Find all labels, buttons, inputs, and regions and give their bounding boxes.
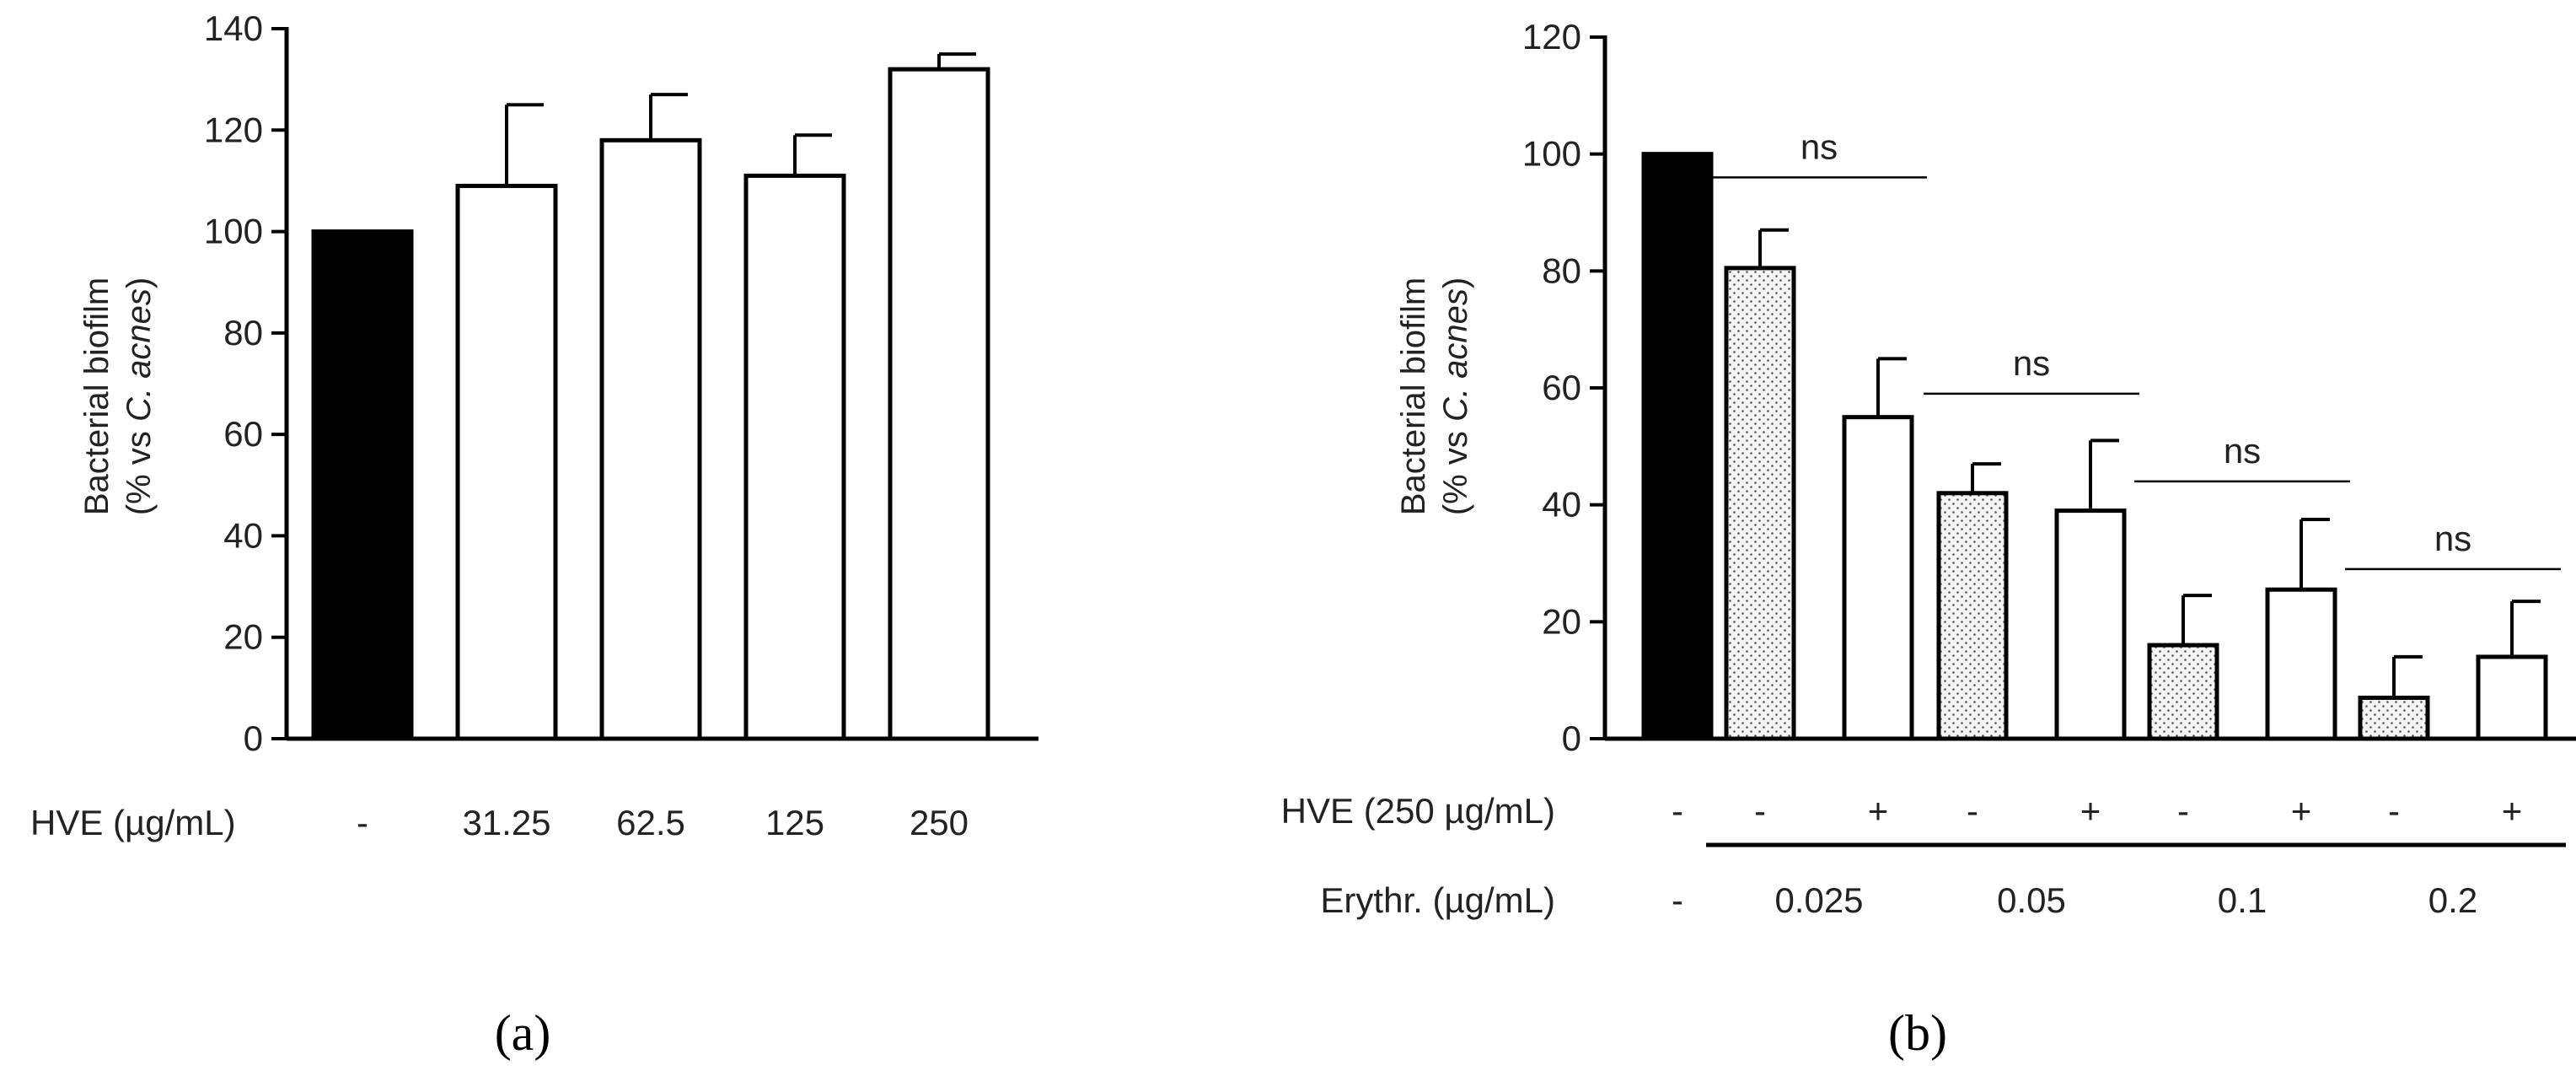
panel-a-x-labels: HVE (µg/mL) - 31.25 62.5 125 250 — [30, 803, 969, 842]
panel-b-label: (b) — [1888, 1005, 1947, 1061]
panel-b-y-tick-label: 100 — [1522, 134, 1581, 174]
panel-b-erythr-label: 0.025 — [1774, 880, 1863, 920]
panel-b-y-axis-label-line2: (% vs C. acnes) — [1437, 277, 1474, 515]
panel-a-y-tick-label: 0 — [244, 718, 263, 758]
panel-b-y-tick-label: 0 — [1562, 718, 1581, 758]
panel-b-bar — [2476, 654, 2548, 741]
panel-b-hve-sign: - — [2388, 791, 2400, 831]
panel-a-bar — [455, 183, 558, 741]
panel-b-bar — [2054, 508, 2127, 741]
panel-b-chart: Bacterial biofilm (% vs C. acnes) 0 20 40 6… — [1281, 17, 2576, 1061]
panel-a-chart: Bacterial biofilm (% vs C. acnes) 0 20 40 6… — [30, 8, 1038, 1061]
panel-a-bar — [888, 67, 990, 741]
panel-b-hve-sign: - — [2177, 791, 2189, 831]
panel-b-bar — [2265, 587, 2337, 741]
panel-b-bar — [1842, 415, 1914, 741]
panel-b-bar — [1936, 491, 2009, 741]
panel-b-ns-label: ns — [1801, 126, 1838, 166]
panel-a-hve-row-label: HVE (µg/mL) — [30, 803, 236, 842]
panel-a-y-tick-label: 80 — [223, 313, 263, 352]
panel-a-y-tick-label: 40 — [223, 515, 263, 555]
panel-a-bars — [311, 52, 990, 741]
panel-b-hve-sign: + — [1868, 791, 1889, 831]
panel-a-category-label: 62.5 — [616, 803, 685, 842]
panel-a-bar — [311, 229, 414, 741]
panel-a-y-axis-label-line1: Bacterial biofilm — [78, 277, 115, 515]
panel-a-category-label: - — [357, 803, 368, 842]
panel-b-annotations: ns ns ns ns — [1711, 126, 2561, 571]
panel-b-ns-label: ns — [2434, 519, 2471, 558]
panel-b-y-tick-label: 120 — [1522, 17, 1581, 56]
panel-a-category-label: 250 — [910, 803, 969, 842]
panel-a-y-axis-label: Bacterial biofilm (% vs C. acnes) — [78, 277, 158, 515]
panel-b-ns-label: ns — [2013, 343, 2050, 383]
panel-a-y-axis-label-line2: (% vs C. acnes) — [121, 277, 158, 515]
panel-b-y-axis-label-line1: Bacterial biofilm — [1395, 277, 1432, 515]
panel-b-y-tick-label: 80 — [1542, 250, 1581, 290]
panel-a-y-tick-label: 100 — [204, 212, 263, 251]
panel-a-label: (a) — [495, 1005, 551, 1061]
panel-b-bar — [1641, 152, 1714, 741]
panel-a-y-tick-label: 140 — [204, 8, 263, 48]
panel-b-erythr-label: 0.05 — [1997, 880, 2066, 920]
panel-b-hve-sign: - — [1672, 791, 1683, 831]
panel-a-y-tick-label: 120 — [204, 110, 263, 149]
panel-a-bar — [743, 173, 846, 741]
panel-a-y-tick-label: 60 — [223, 414, 263, 454]
panel-b-hve-sign: + — [2502, 791, 2523, 831]
panel-b-erythr-label: 0.2 — [2428, 880, 2477, 920]
panel-b-y-axis-label: Bacterial biofilm (% vs C. acnes) — [1395, 277, 1474, 515]
panel-b-bar — [2358, 695, 2430, 741]
panel-b-bar — [1724, 266, 1796, 741]
panel-a-category-label: 125 — [765, 803, 824, 842]
panel-b-bars — [1641, 152, 2548, 741]
panel-b-y-tick-label: 20 — [1542, 601, 1581, 641]
panel-a-y-tick-label: 20 — [223, 617, 263, 657]
panel-b-erythr-label: 0.1 — [2218, 880, 2267, 920]
panel-b-erythr-label: - — [1672, 880, 1683, 920]
panel-b-y-tick-label: 60 — [1542, 368, 1581, 407]
panel-b-ns-label: ns — [2224, 431, 2261, 471]
panel-b-hve-sign: - — [1967, 791, 1978, 831]
panel-b-hve-row-label: HVE (250 µg/mL) — [1281, 791, 1555, 831]
panel-b-y-tick-label: 40 — [1542, 485, 1581, 525]
panel-b-x-labels: HVE (250 µg/mL) Erythr. (µg/mL) - - + - + - + -… — [1281, 791, 2566, 920]
panel-a-category-label: 31.25 — [462, 803, 550, 842]
panel-a-bar — [599, 137, 702, 741]
panel-b-bar — [2147, 643, 2219, 741]
panel-b-hve-sign: - — [1754, 791, 1766, 831]
panel-b-erythr-row-label: Erythr. (µg/mL) — [1320, 880, 1555, 920]
panel-b-hve-sign: + — [2080, 791, 2101, 831]
panel-b-hve-sign: + — [2291, 791, 2312, 831]
